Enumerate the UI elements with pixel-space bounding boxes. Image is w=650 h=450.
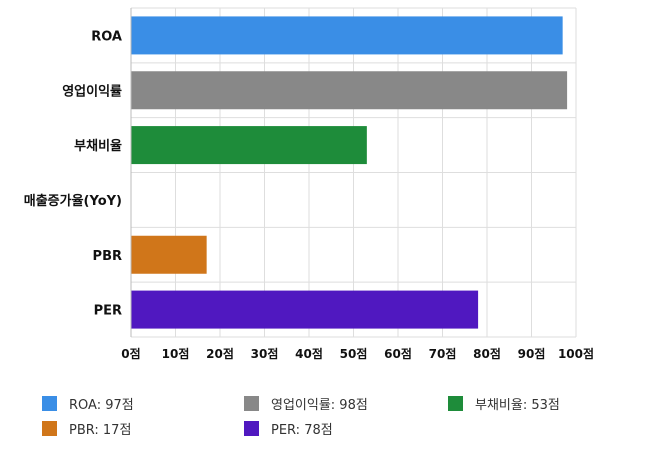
legend-label: ROA: 97점 bbox=[69, 397, 134, 413]
legend-item-per: PER: 78점 bbox=[244, 417, 333, 439]
legend-swatch bbox=[42, 420, 57, 436]
bar bbox=[131, 16, 563, 55]
legend-item-debt-ratio: 부채비율: 53점 bbox=[448, 392, 560, 414]
legend-swatch bbox=[42, 395, 57, 411]
legend: ROA: 97점 영업이익률: 98점 부채비율: 53점 PBR: 17점 P… bbox=[0, 380, 650, 450]
category-label: 매출증가율(YoY) bbox=[24, 193, 122, 209]
legend-swatch bbox=[448, 395, 463, 411]
category-label: 영업이익률 bbox=[62, 83, 122, 99]
x-tick-label: 100점 bbox=[558, 346, 594, 361]
category-label: PBR bbox=[93, 249, 122, 264]
legend-swatch bbox=[244, 420, 259, 436]
x-tick-label: 60점 bbox=[384, 346, 412, 361]
legend-swatch bbox=[244, 395, 259, 411]
legend-label: 부채비율: 53점 bbox=[475, 397, 560, 413]
category-label: ROA bbox=[91, 29, 122, 44]
grid-lines bbox=[131, 7, 577, 338]
legend-item-pbr: PBR: 17점 bbox=[42, 417, 131, 439]
x-tick-label: 90점 bbox=[518, 346, 546, 361]
x-tick-label: 0점 bbox=[121, 346, 140, 361]
legend-label: 영업이익률: 98점 bbox=[271, 397, 368, 413]
x-tick-labels: 0점 10점 20점 30점 40점 50점 60점 70점 80점 90점 100점 bbox=[121, 346, 594, 361]
legend-item-operating-margin: 영업이익률: 98점 bbox=[244, 392, 368, 414]
x-tick-label: 20점 bbox=[206, 346, 234, 361]
x-tick-label: 50점 bbox=[340, 346, 368, 361]
legend-label: PBR: 17점 bbox=[69, 422, 132, 438]
category-label: PER bbox=[94, 304, 122, 319]
legend-label: PER: 78점 bbox=[271, 422, 333, 438]
bar bbox=[131, 235, 207, 274]
x-tick-label: 40점 bbox=[295, 346, 323, 361]
x-tick-label: 30점 bbox=[251, 346, 279, 361]
x-tick-label: 80점 bbox=[473, 346, 501, 361]
bar bbox=[131, 290, 479, 329]
legend-item-roa: ROA: 97점 bbox=[42, 392, 134, 414]
x-tick-label: 10점 bbox=[162, 346, 190, 361]
category-label: 부채비율 bbox=[74, 138, 122, 154]
bars bbox=[131, 16, 568, 329]
x-tick-label: 70점 bbox=[429, 346, 457, 361]
bar bbox=[131, 126, 367, 165]
bar bbox=[131, 71, 568, 110]
